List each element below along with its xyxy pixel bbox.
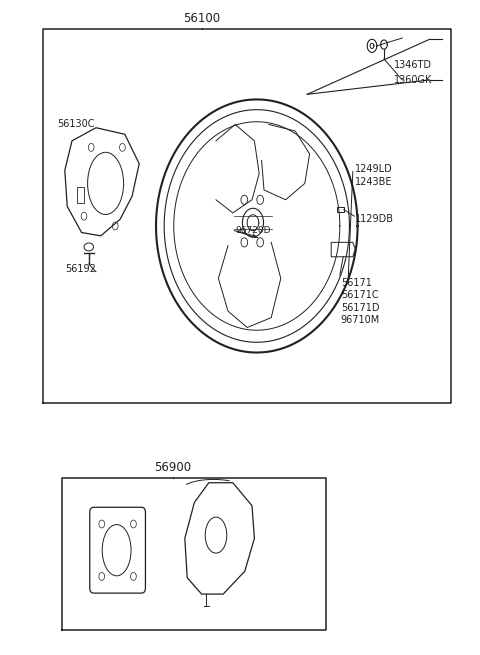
Text: 56900: 56900 (154, 460, 192, 474)
Text: 56100: 56100 (183, 12, 220, 25)
Text: 56192: 56192 (65, 263, 96, 274)
Text: 1249LD: 1249LD (355, 164, 393, 174)
Text: 96720D: 96720D (235, 226, 271, 235)
Text: 1346TD: 1346TD (394, 60, 432, 71)
Text: 56171C: 56171C (341, 290, 378, 301)
Text: 1129DB: 1129DB (355, 214, 394, 225)
Text: 1243BE: 1243BE (355, 177, 393, 187)
Text: 56130C: 56130C (58, 119, 95, 130)
Text: 1360GK: 1360GK (394, 75, 432, 85)
Text: 96710M: 96710M (341, 315, 380, 326)
Text: 56171D: 56171D (341, 303, 379, 313)
Text: 56171: 56171 (341, 278, 372, 288)
